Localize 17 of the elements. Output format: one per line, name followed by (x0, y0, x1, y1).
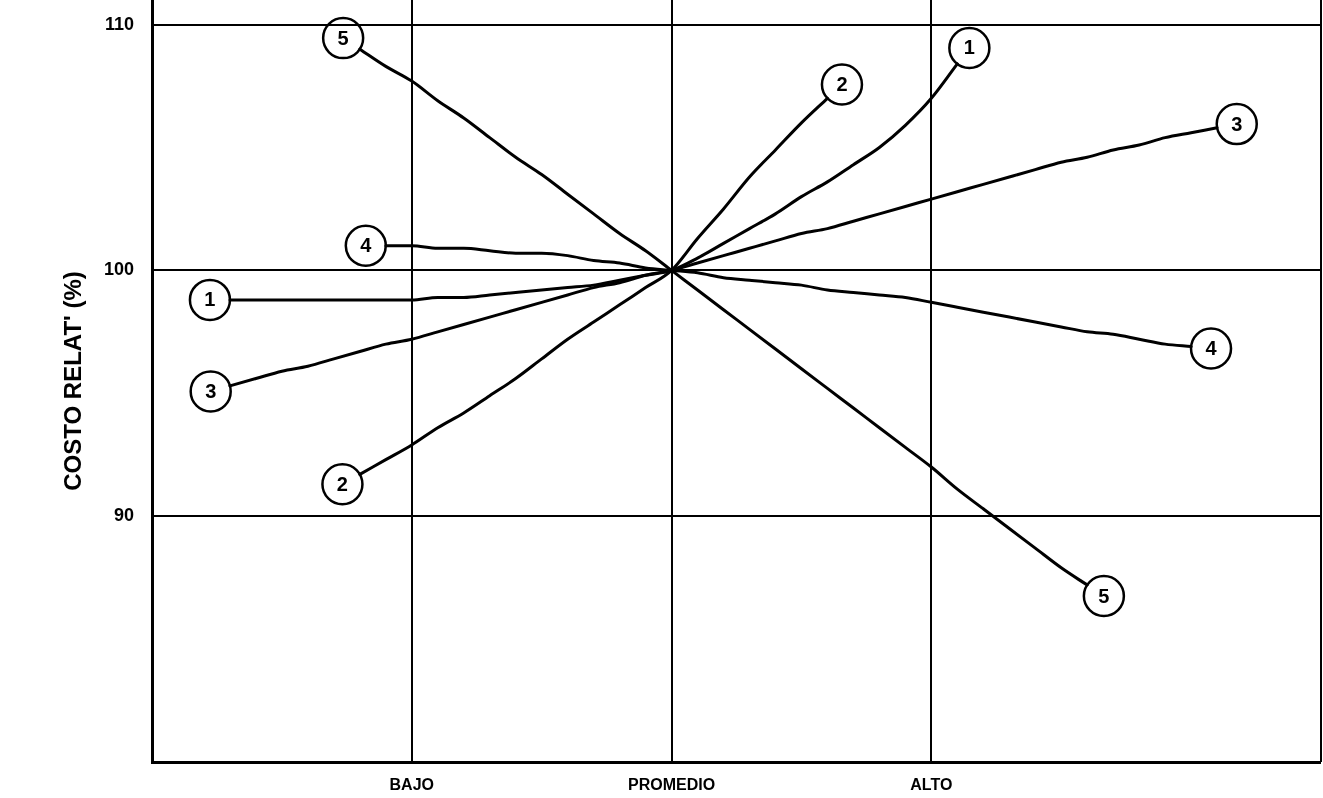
y-tick-label: 90 (113, 505, 134, 526)
x-tick-label: PROMEDIO (627, 776, 716, 794)
x-tick-label: ALTO (910, 776, 953, 794)
text: 3 (1231, 112, 1243, 135)
y-tick-label: 100 (103, 259, 134, 280)
text: 1 (204, 288, 216, 311)
series-label: 1 (963, 36, 975, 59)
text: 2 (336, 472, 348, 495)
x-tick-label: BAJO (389, 776, 434, 794)
series-label: 3 (205, 379, 217, 402)
series-label: 5 (1098, 584, 1110, 607)
text: 4 (360, 234, 372, 257)
series-label: 4 (1205, 336, 1218, 359)
y-axis-title: COSTO RELAT' (%) (59, 271, 87, 491)
text: 5 (337, 26, 349, 49)
y-tick-label: 110 (104, 13, 134, 34)
series-label: 2 (836, 73, 848, 96)
